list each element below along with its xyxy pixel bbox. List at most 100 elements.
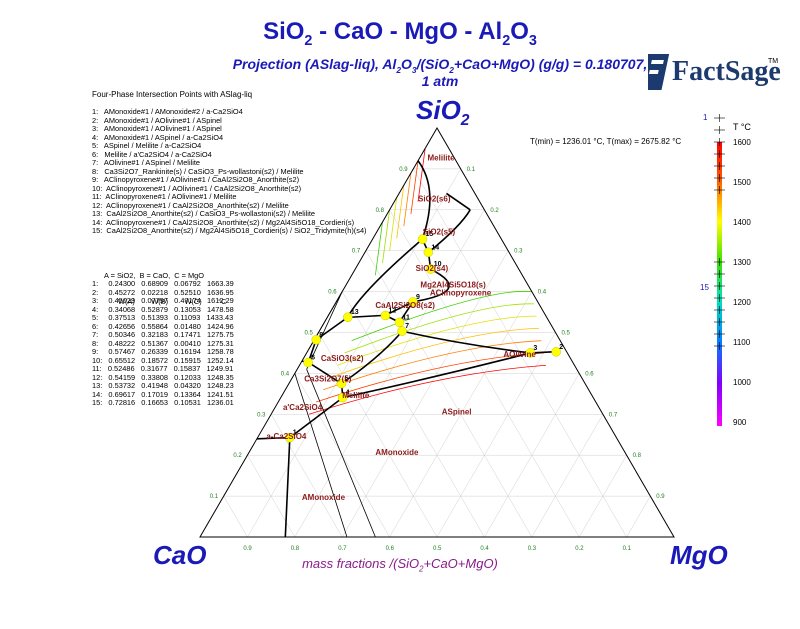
grid-line [318, 332, 438, 538]
composition-line [294, 373, 348, 538]
colorbar-tick-label: 1600 [733, 138, 751, 147]
phase-field-label: SiO2(s4) [416, 264, 449, 273]
invariant-point-marker [336, 378, 347, 389]
tick-label-left: 0.9 [399, 167, 408, 173]
phase-field-label: Melilite [342, 391, 370, 400]
invariant-point-marker [303, 357, 313, 368]
isotherm-line [389, 197, 398, 251]
phase-list-item: 13: CaAl2Si2O8_Anorthite(s2) / CaSiO3_Ps… [92, 209, 316, 218]
field-boundary [446, 192, 471, 211]
field-boundary [401, 330, 531, 354]
grid-line [626, 495, 651, 538]
points-table-row: 7: 0.50346 0.32183 0.17471 1275.75 [92, 330, 234, 339]
phase-list-item: 7: AOlivine#1 / ASpinel / Melilite [92, 158, 201, 167]
invariant-point-marker [380, 310, 391, 321]
apex-label-right: MgO [670, 540, 728, 570]
temperature-range: T(min) = 1236.01 °C, T(max) = 2675.82 °C [530, 137, 682, 146]
points-table: 1: 0.24300 0.68909 0.06792 1663.39 2: 0.4… [92, 279, 234, 408]
phase-list: 1: AMonoxide#1 / AMonoxide#2 / a-Ca2SiO4… [92, 107, 367, 236]
isotherm-line [403, 172, 412, 227]
isotherm-line [417, 148, 426, 202]
field-boundary [412, 268, 450, 303]
composition-line [306, 369, 376, 538]
field-boundary [256, 436, 290, 440]
grid-line [413, 168, 627, 538]
points-table-row: 11: 0.52486 0.31677 0.15837 1249.91 [92, 364, 234, 373]
phase-list-item: 9: AClinopyroxene#1 / AOlivine#1 / CaAl2… [92, 175, 300, 184]
field-boundary [417, 160, 431, 240]
field-boundary [346, 238, 423, 318]
field-boundary [347, 314, 386, 319]
tick-label-bottom: 0.2 [575, 546, 584, 552]
points-table-row: 14: 0.69617 0.17019 0.13364 1241.51 [92, 389, 234, 399]
phase-list-item: 15: CaAl2Si2O8_Anorthite(s2) / Mg2Al4Si5… [92, 226, 367, 235]
tick-label-right: 0.6 [585, 371, 594, 377]
tick-label-left: 0.2 [233, 453, 242, 459]
grid-line [578, 455, 627, 538]
diagram-subtitle: Projection (ASlag-liq), Al2O3/(SiO2+CaO+… [232, 56, 648, 89]
colorbar-marker-top: 1 [703, 113, 708, 122]
points-table-row: 5: 0.37513 0.51393 0.11093 1433.43 [92, 313, 234, 322]
phase-list-item: 8: Ca3Si2O7_Rankinite(s) / CaSiO3_Ps-wol… [92, 166, 304, 176]
phase-field-label: Mg2Al4Si5O18(s) [420, 281, 486, 290]
tick-label-bottom: 0.9 [243, 546, 252, 552]
grid-line [484, 373, 580, 538]
phase-list-item: 2: AMonoxide#1 / AOlivine#1 / ASpinel [92, 115, 222, 125]
grid-line [436, 332, 556, 538]
ternary-grid [223, 168, 651, 538]
invariant-point-marker [408, 297, 418, 307]
apex-label-top: SiO2 [416, 95, 470, 130]
tick-label-left: 0.7 [352, 249, 361, 255]
grid-line [223, 495, 248, 538]
points-table-row: 13: 0.53732 0.41948 0.04320 1248.23 [92, 381, 234, 390]
invariant-point-marker [425, 264, 436, 274]
invariant-point-marker [285, 432, 295, 443]
grid-line [531, 414, 604, 538]
phase-list-item: 12: AClinopyroxene#1 / CaAl2Si2O8_Anorth… [92, 200, 289, 210]
invariant-point-label: 5 [344, 376, 348, 383]
phase-list-item: 5: ASpinel / Melilite / a-Ca2SiO4 [92, 141, 202, 150]
isotherm-line [382, 209, 390, 264]
invariant-point-marker [417, 234, 428, 244]
field-boundary [307, 361, 342, 385]
tick-label-left: 0.5 [305, 331, 314, 337]
isotherm-line [396, 185, 405, 239]
points-table-row: 10: 0.65512 0.18572 0.15915 1252.14 [92, 355, 234, 365]
phase-field-label: AOlivine [503, 350, 536, 359]
invariant-point-marker [394, 317, 405, 328]
invariant-point-label: 2 [559, 344, 563, 351]
points-table-row: 6: 0.42656 0.55864 0.01480 1424.96 [92, 321, 234, 331]
invariant-point-marker [337, 392, 348, 403]
colorbar-marker-bottom: 15 [700, 283, 709, 292]
phase-field-label: CaSiO3(s2) [321, 354, 364, 363]
tick-label-right: 0.9 [656, 494, 665, 500]
temperature-colorbar [714, 114, 725, 426]
tick-label-bottom: 0.7 [338, 546, 347, 552]
invariant-point-label: 11 [402, 314, 410, 321]
tick-label-bottom: 0.4 [480, 546, 489, 552]
invariant-point-label: 15 [425, 231, 433, 238]
invariant-point-label: 4 [346, 390, 350, 397]
field-boundary [284, 437, 291, 538]
phase-list-item: 1: AMonoxide#1 / AMonoxide#2 / a-Ca2SiO4 [92, 107, 243, 116]
field-boundary [341, 330, 403, 385]
phase-field-label: SiO2(s6) [418, 195, 451, 204]
tick-label-bottom: 0.3 [528, 546, 537, 552]
colorbar-tick-label: 1300 [733, 258, 751, 267]
isotherm-line [410, 160, 419, 214]
phase-list-title: Four-Phase Intersection Points with ASla… [92, 90, 253, 99]
phase-list-item: 11: AClinopyroxene#1 / AOlivine#1 / Meli… [92, 192, 237, 201]
field-boundary [427, 209, 471, 253]
colorbar-tick-label: 1200 [733, 298, 751, 307]
tick-label-right: 0.2 [490, 208, 499, 214]
grid-line [247, 168, 461, 538]
points-table-header: A = SiO2, B = CaO, C = MgO W(A) W(B) W(C… [104, 271, 227, 306]
invariant-point-marker [423, 247, 434, 258]
phase-field-label: CaAl2Si2O8(s2) [375, 301, 435, 310]
points-table-row: 3: 0.45029 0.07797 0.47174 1612.29 [92, 296, 234, 305]
invariant-point-label: 8 [319, 332, 323, 339]
colorbar-tick-label: 1000 [733, 378, 751, 387]
invariant-point-label: 13 [351, 309, 359, 316]
ternary-frame [199, 127, 675, 538]
